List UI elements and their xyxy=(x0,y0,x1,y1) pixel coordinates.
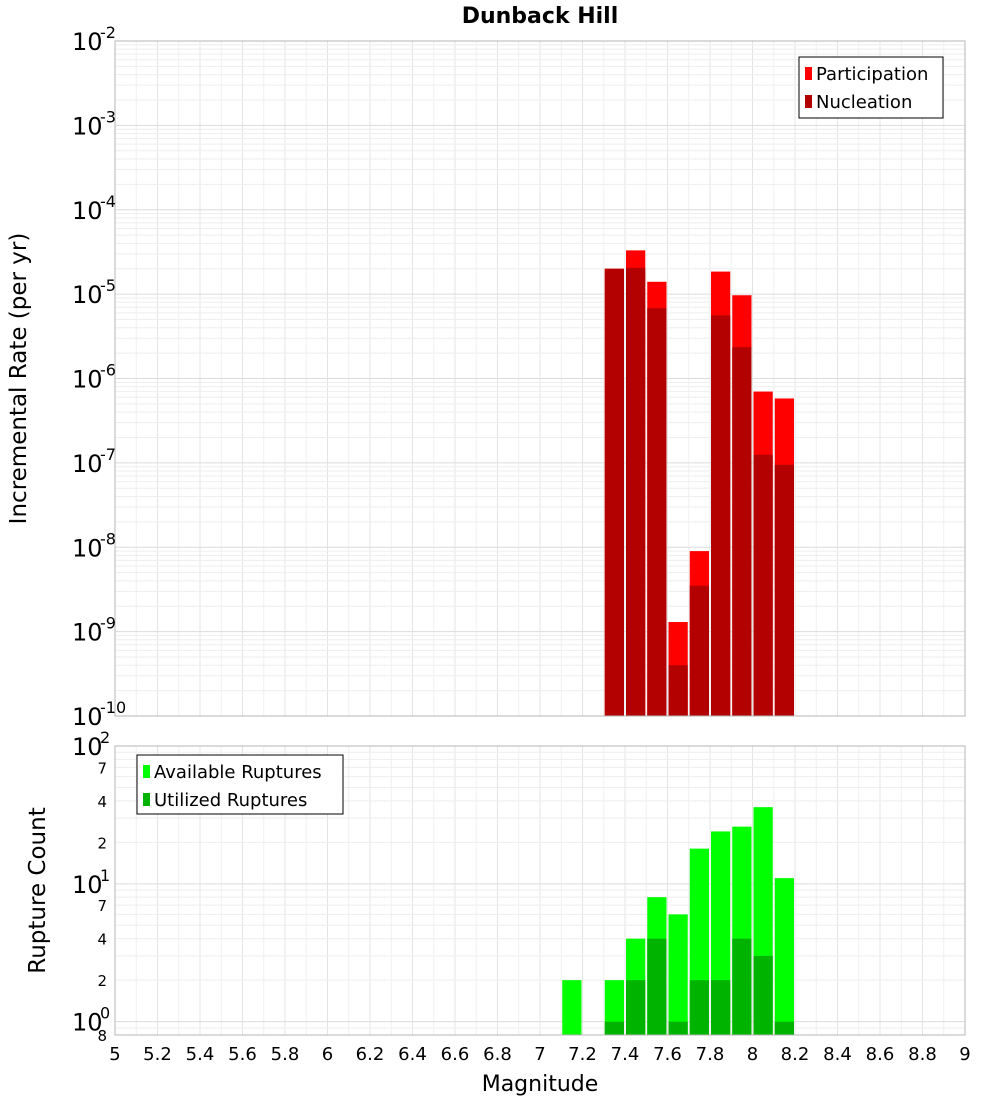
x-tick-label: 5.4 xyxy=(186,1044,215,1065)
y-tick-label: 10 xyxy=(72,366,103,394)
nucleation-bar xyxy=(604,268,624,716)
x-tick-label: 5.8 xyxy=(271,1044,300,1065)
top-plot-frame xyxy=(114,40,966,717)
x-tick-label: 8.6 xyxy=(866,1044,895,1065)
nucleation-bars xyxy=(604,267,794,716)
bottom-legend: Available Ruptures Utilized Ruptures xyxy=(136,754,344,815)
x-tick-label: 6 xyxy=(322,1044,333,1065)
y-tick-exponent: 0 xyxy=(100,1004,110,1023)
y-tick-label: 10 xyxy=(72,871,103,899)
y-tick-exponent: -10 xyxy=(100,698,126,717)
y-tick-exponent: -4 xyxy=(100,192,116,211)
y-tick-exponent: -5 xyxy=(100,276,116,295)
y-tick-label: 10 xyxy=(72,112,103,140)
chart-title: Dunback Hill xyxy=(462,4,619,29)
y-tick-exponent: 2 xyxy=(100,728,110,747)
y-tick-label: 10 xyxy=(72,197,103,225)
top-legend: Participation Nucleation xyxy=(798,56,944,119)
nucleation-bar xyxy=(753,454,773,716)
x-tick-label: 7 xyxy=(534,1044,545,1065)
x-tick-label: 8.8 xyxy=(908,1044,937,1065)
x-tick-label: 6.6 xyxy=(441,1044,470,1065)
nucleation-bar xyxy=(711,315,731,716)
nucleation-bar xyxy=(668,665,688,716)
legend-label: Participation xyxy=(816,64,928,85)
available-ruptures-bar xyxy=(668,914,688,1035)
x-tick-label: 5.2 xyxy=(143,1044,172,1065)
utilized-ruptures-bar xyxy=(753,955,773,1035)
x-tick-label: 7.4 xyxy=(611,1044,640,1065)
top-grid xyxy=(114,40,966,717)
x-tick-label: 8.4 xyxy=(823,1044,852,1065)
available-ruptures-bar xyxy=(604,980,624,1035)
y-minor-tick-label: 7 xyxy=(97,897,107,915)
x-tick-label: 9 xyxy=(959,1044,970,1065)
nucleation-bar xyxy=(774,464,794,716)
y-tick-exponent: -3 xyxy=(100,107,116,126)
utilized-ruptures-bars xyxy=(604,938,794,1035)
y-minor-tick-label: 7 xyxy=(97,759,107,777)
y-tick-label: 10 xyxy=(72,703,103,731)
x-tick-label: 6.8 xyxy=(483,1044,512,1065)
y-tick-label: 10 xyxy=(72,733,103,761)
utilized-ruptures-bar xyxy=(668,1021,688,1035)
y-minor-tick-label: 2 xyxy=(97,972,107,990)
y-tick-label: 10 xyxy=(72,1009,103,1037)
nucleation-bar xyxy=(647,308,667,716)
y-tick-label: 10 xyxy=(72,450,103,478)
y-tick-label: 10 xyxy=(72,281,103,309)
x-tick-label: 5 xyxy=(109,1044,120,1065)
available-ruptures-bar xyxy=(774,878,794,1035)
legend-swatch xyxy=(143,765,150,778)
x-axis-label: Magnitude xyxy=(482,1072,599,1097)
legend-swatch xyxy=(805,95,812,108)
nucleation-bar xyxy=(626,267,646,716)
y-tick-label: 10 xyxy=(72,619,103,647)
nucleation-bar xyxy=(689,585,709,716)
x-tick-label: 7.6 xyxy=(653,1044,682,1065)
legend-swatch xyxy=(143,793,150,806)
legend-label: Nucleation xyxy=(816,92,912,113)
y-minor-tick-label: 4 xyxy=(97,793,107,811)
y-tick-label: 10 xyxy=(72,28,103,56)
y-tick-exponent: -7 xyxy=(100,445,116,464)
bottom-plot-frame xyxy=(114,745,966,1036)
x-tick-label: 6.2 xyxy=(356,1044,385,1065)
x-tick-label: 7.2 xyxy=(568,1044,597,1065)
legend-label: Utilized Ruptures xyxy=(154,790,307,811)
y-tick-exponent: -6 xyxy=(100,361,116,380)
legend-label: Available Ruptures xyxy=(154,762,322,783)
top-y-axis-label: Incremental Rate (per yr) xyxy=(6,233,32,525)
available-ruptures-bar xyxy=(562,980,582,1035)
utilized-ruptures-bar xyxy=(774,1021,794,1035)
y-minor-tick-label: 2 xyxy=(97,834,107,852)
x-tick-label: 5.6 xyxy=(228,1044,257,1065)
y-tick-exponent: -9 xyxy=(100,614,116,633)
y-minor-tick-label: 4 xyxy=(97,931,107,949)
utilized-ruptures-bar xyxy=(689,980,709,1035)
legend-swatch xyxy=(805,67,812,80)
y-minor-tick-label: 8 xyxy=(97,1027,107,1045)
x-tick-label: 8 xyxy=(747,1044,758,1065)
x-tick-label: 7.8 xyxy=(696,1044,725,1065)
y-tick-exponent: -8 xyxy=(100,529,116,548)
y-tick-label: 10 xyxy=(72,534,103,562)
y-tick-exponent: 1 xyxy=(100,866,110,885)
utilized-ruptures-bar xyxy=(604,1021,624,1035)
utilized-ruptures-bar xyxy=(732,938,752,1035)
legend-box xyxy=(798,56,944,119)
nucleation-bar xyxy=(732,347,752,716)
y-tick-exponent: -2 xyxy=(100,23,116,42)
bottom-y-axis-label: Rupture Count xyxy=(25,807,51,973)
utilized-ruptures-bar xyxy=(626,980,646,1035)
utilized-ruptures-bar xyxy=(711,980,731,1035)
x-tick-label: 6.4 xyxy=(398,1044,427,1065)
x-tick-label: 8.2 xyxy=(781,1044,810,1065)
utilized-ruptures-bar xyxy=(647,938,667,1035)
legend-box xyxy=(136,754,344,815)
